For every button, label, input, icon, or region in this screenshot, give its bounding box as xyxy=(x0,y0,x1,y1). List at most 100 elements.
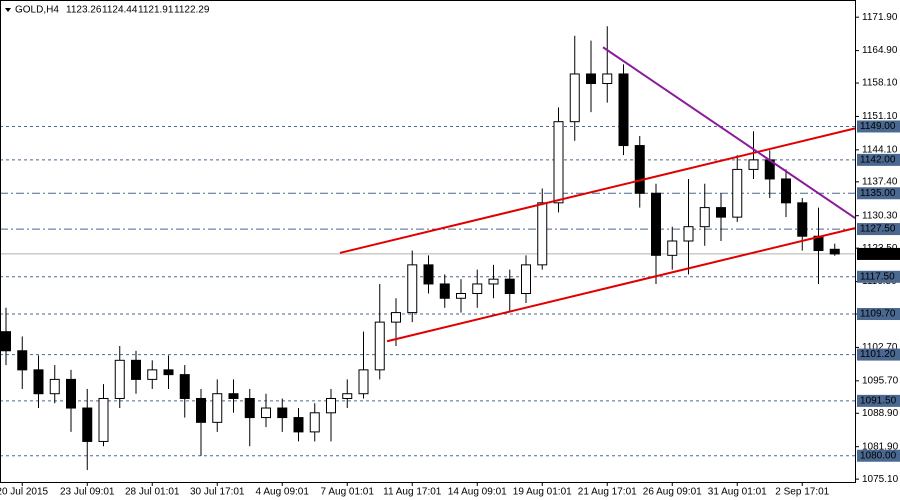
x-tick-label: 4 Aug 09:01 xyxy=(256,487,310,498)
level-label-box xyxy=(857,270,900,283)
level-label: 1117.50 xyxy=(860,271,895,282)
candle-body xyxy=(439,283,450,299)
candle-body xyxy=(342,393,353,399)
candle-body xyxy=(634,145,645,194)
plot-area xyxy=(0,26,856,471)
candle-body xyxy=(488,278,499,285)
x-tick-label: 14 Aug 09:01 xyxy=(448,487,507,498)
candle-body xyxy=(131,359,141,380)
level-label: 1091.50 xyxy=(860,396,897,407)
plot-border xyxy=(0,0,856,483)
candle-body xyxy=(358,369,369,395)
candle-body xyxy=(277,407,288,419)
x-tick-label: 7 Aug 01:01 xyxy=(321,487,375,498)
x-tick-label: 21 Aug 17:01 xyxy=(578,487,637,498)
trendline xyxy=(386,227,856,343)
candle-body xyxy=(472,283,483,294)
candle-body xyxy=(553,121,564,204)
header-high: 1124.44 xyxy=(102,5,138,16)
candle-body xyxy=(521,264,531,294)
candle-body xyxy=(683,226,694,242)
candle-body xyxy=(829,248,840,255)
candle-body xyxy=(309,412,320,433)
candle-body xyxy=(114,359,125,399)
candle-body xyxy=(423,264,434,285)
candle-body xyxy=(699,207,710,228)
candle-body xyxy=(163,369,174,376)
x-tick-label: 30 Jul 17:01 xyxy=(190,487,245,498)
candle-body xyxy=(212,393,223,423)
candle-body xyxy=(716,207,726,218)
candle-body xyxy=(33,369,44,395)
x-tick-label: 19 Aug 01:01 xyxy=(513,487,572,498)
candle-body xyxy=(618,73,629,147)
x-tick-label: 11 Aug 17:01 xyxy=(383,487,442,498)
level-label-box xyxy=(857,348,900,361)
candle-body xyxy=(537,202,548,266)
candle-body xyxy=(504,278,515,294)
candle-body xyxy=(602,73,613,85)
candle-body xyxy=(781,178,791,204)
header-open: 1123.26 xyxy=(66,5,102,16)
level-label: 1127.50 xyxy=(860,224,896,235)
y-tick-label: 1137.40 xyxy=(862,176,898,187)
price-label: 1122.29 xyxy=(860,249,896,260)
candle-body xyxy=(82,407,93,442)
x-tick-label: 26 Aug 09:01 xyxy=(643,487,702,498)
header-close: 1122.29 xyxy=(174,5,210,16)
y-tick-label: 1171.90 xyxy=(862,12,898,23)
candle-body xyxy=(98,397,109,442)
candle-body xyxy=(391,312,401,323)
y-tick-label: 1095.70 xyxy=(862,375,899,386)
x-tick-label: 20 Jul 2015 xyxy=(0,487,49,498)
candle-body xyxy=(407,264,418,314)
x-tick-label: 31 Aug 01:01 xyxy=(708,487,767,498)
level-label-box xyxy=(857,394,900,407)
candle-body xyxy=(17,350,28,371)
candle-body xyxy=(667,240,678,256)
level-label: 1149.00 xyxy=(860,121,896,132)
candle-body xyxy=(456,292,466,299)
x-tick-label: 28 Jul 01:01 xyxy=(125,487,180,498)
menu-arrow[interactable] xyxy=(5,8,11,12)
candle-body xyxy=(797,202,808,237)
level-label: 1080.00 xyxy=(860,450,897,461)
candle-body xyxy=(651,192,661,256)
header-low: 1121.91 xyxy=(138,5,174,16)
level-label: 1109.70 xyxy=(860,309,896,320)
price-label-box xyxy=(857,247,900,260)
trendline xyxy=(339,127,856,254)
x-tick-label: 23 Jul 09:01 xyxy=(60,487,115,498)
y-tick-label: 1164.90 xyxy=(862,45,898,56)
candle-body xyxy=(586,73,596,85)
y-tick-label: 1081.90 xyxy=(862,441,899,452)
candle-body xyxy=(374,321,385,371)
symbol: GOLD,H4 xyxy=(15,5,59,16)
trendline xyxy=(602,46,856,219)
y-tick-label: 1130.30 xyxy=(862,210,898,221)
level-label-box xyxy=(857,449,900,462)
level-label: 1142.00 xyxy=(860,155,896,166)
candle-body xyxy=(49,378,60,395)
candle-body xyxy=(1,331,11,352)
candle-body xyxy=(569,73,580,123)
level-label-box xyxy=(857,223,900,236)
x-tick-label: 2 Sep 17:01 xyxy=(775,487,829,498)
level-label: 1135.00 xyxy=(860,188,896,199)
candle-body xyxy=(228,393,239,399)
candle-body xyxy=(179,374,190,399)
level-label-box xyxy=(857,187,900,200)
candle-body xyxy=(732,168,743,218)
candle-body xyxy=(293,417,304,433)
y-tick-label: 1151.10 xyxy=(862,111,898,122)
candle-body xyxy=(66,378,76,409)
level-label: 1101.20 xyxy=(860,349,896,360)
candle-body xyxy=(326,397,336,414)
y-tick-label: 1088.90 xyxy=(862,408,899,419)
y-tick-label: 1102.70 xyxy=(862,342,898,353)
level-label-box xyxy=(857,120,900,133)
candle-body xyxy=(147,369,158,380)
